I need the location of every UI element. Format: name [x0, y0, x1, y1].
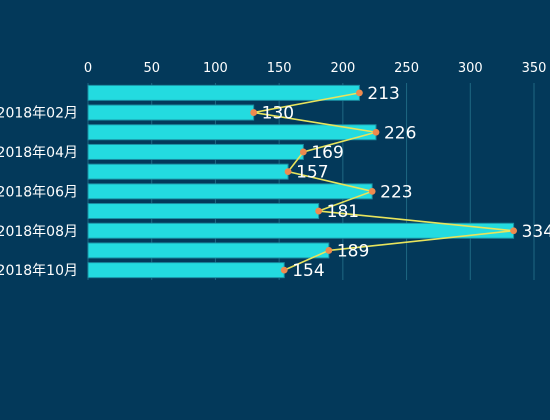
category-label: 2018年10月 [0, 263, 78, 279]
data-label: 181 [327, 202, 359, 222]
data-label: 213 [367, 84, 399, 104]
overlay-point [299, 148, 307, 156]
bar [87, 262, 285, 279]
overlay-point [280, 266, 288, 274]
bar [87, 163, 289, 180]
data-label: 154 [292, 261, 324, 281]
overlay-point [284, 168, 292, 176]
data-label: 189 [337, 241, 369, 261]
overlay-point [250, 109, 258, 116]
data-label: 157 [296, 163, 328, 183]
overlay-point [510, 227, 518, 235]
data-label: 226 [384, 123, 416, 143]
bar [87, 104, 255, 121]
y-axis-category-labels: 2018年02月 2018年04月 2018年06月 2018年08月 2018年10月 [0, 106, 78, 280]
data-label: 130 [262, 104, 294, 124]
overlay-point [368, 187, 376, 195]
overlay-line [253, 92, 514, 271]
x-tick-label: 0 [84, 61, 92, 76]
data-label: 334 [522, 222, 550, 242]
x-tick-label: 100 [203, 61, 228, 76]
bars [87, 84, 515, 279]
category-label: 2018年06月 [0, 184, 78, 200]
overlay-point [372, 128, 380, 136]
x-tick-label: 150 [267, 61, 292, 76]
overlay-point [325, 247, 333, 254]
bar [87, 222, 515, 239]
data-label: 223 [380, 182, 412, 202]
bar [87, 84, 360, 101]
category-label: 2018年04月 [0, 145, 78, 161]
bar [87, 203, 320, 220]
x-tick-label: 350 [522, 61, 547, 76]
overlay-point [356, 89, 363, 97]
x-tick-label: 200 [330, 61, 355, 76]
bar [87, 183, 373, 200]
overlay-points [250, 89, 518, 274]
bar [87, 124, 377, 141]
bar [87, 143, 304, 160]
data-label: 169 [311, 143, 343, 163]
category-label: 2018年02月 [0, 106, 78, 122]
x-tick-label: 50 [143, 61, 160, 76]
x-tick-label: 300 [458, 61, 483, 76]
x-tick-label: 250 [394, 61, 419, 76]
x-axis-ticks: 0 50 100 150 200 250 300 350 [84, 61, 547, 76]
overlay-point [315, 207, 323, 215]
category-label: 2018年08月 [0, 224, 78, 240]
bar [87, 242, 330, 259]
overlay-line-path [253, 92, 514, 271]
